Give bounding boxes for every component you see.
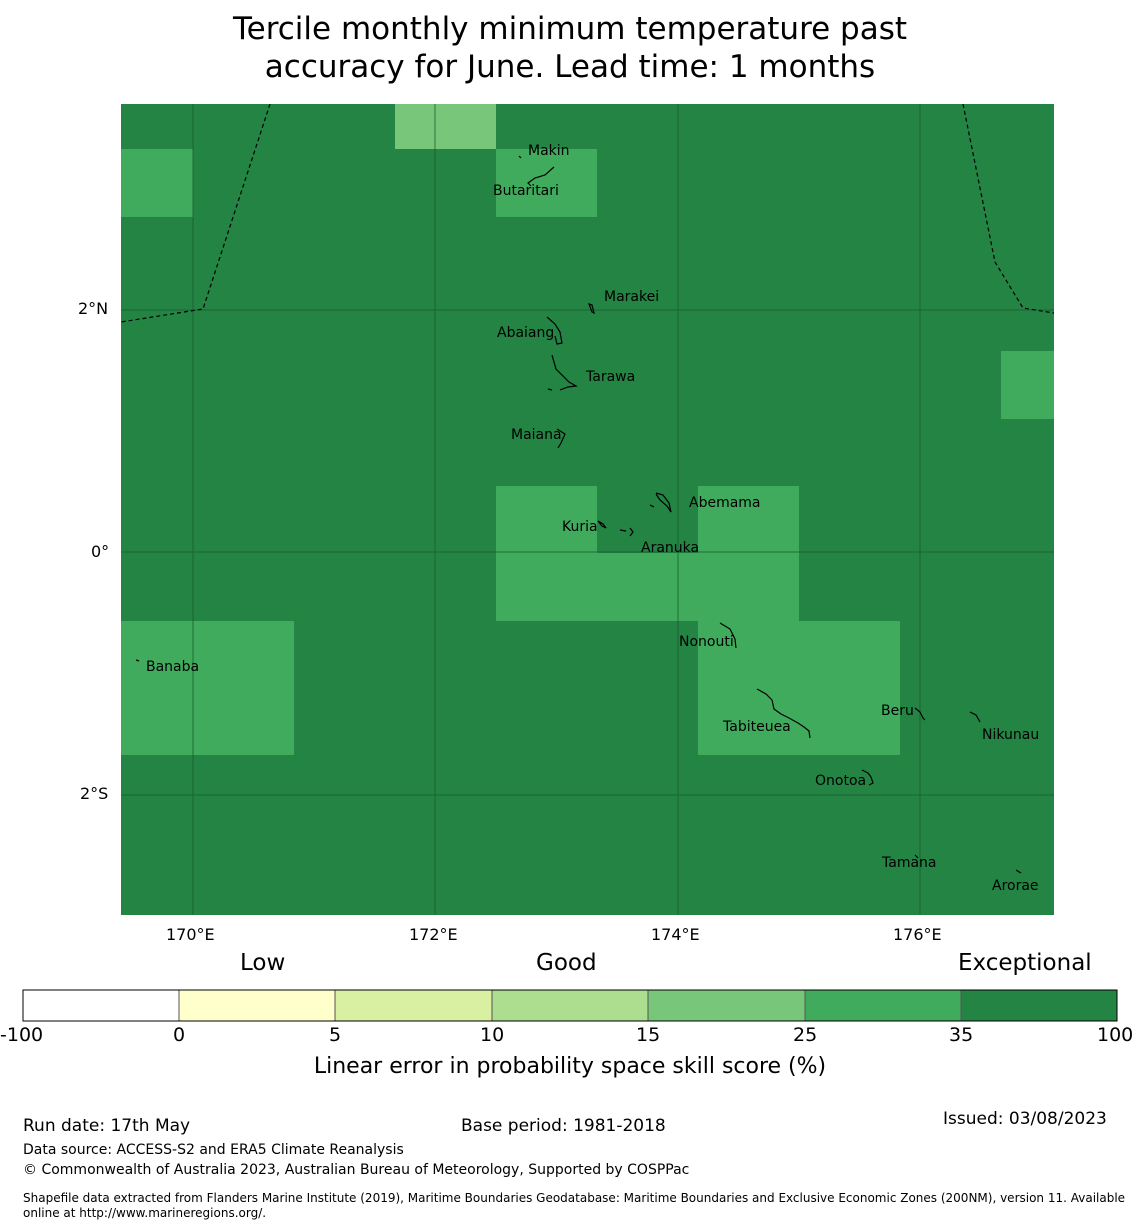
run-date: Run date: 17th May xyxy=(23,1116,191,1136)
place-label: Tabiteuea xyxy=(722,719,791,735)
issued-date: Issued: 03/08/2023 xyxy=(943,1109,1107,1129)
lat-label: 2°N xyxy=(78,299,109,318)
colorbar-segment xyxy=(648,990,805,1021)
cell-very-good xyxy=(597,553,698,621)
colorbar-tick: -100 xyxy=(0,1024,44,1046)
category-good: Good xyxy=(536,950,597,976)
lon-label: 176°E xyxy=(893,925,942,944)
shapefile-credit: Shapefile data extracted from Flanders M… xyxy=(23,1191,1125,1221)
place-label: Makin xyxy=(528,143,570,159)
lon-label: 172°E xyxy=(409,925,458,944)
eez-boundaries xyxy=(120,103,1055,323)
colorbar-segment xyxy=(492,990,648,1021)
place-label: Arorae xyxy=(992,878,1039,894)
map-title: Tercile monthly minimum temperature past… xyxy=(0,10,1140,86)
place-label: Tarawa xyxy=(585,369,635,385)
gridlines xyxy=(121,104,1054,915)
lat-label: 2°S xyxy=(80,784,109,803)
category-exceptional: Exceptional xyxy=(958,950,1092,976)
colorbar-segment xyxy=(23,990,179,1021)
place-label: Nikunau xyxy=(982,727,1039,743)
colorbar-tick: 10 xyxy=(480,1024,505,1046)
cell-very-good xyxy=(496,149,597,217)
colorbar-tick: 35 xyxy=(949,1024,974,1046)
colorbar xyxy=(22,989,1118,1022)
cell-very-good xyxy=(121,149,193,217)
cell-very-good xyxy=(496,486,597,621)
cell-good xyxy=(395,104,496,149)
place-label: Onotoa xyxy=(815,773,866,789)
colorbar-segment xyxy=(805,990,961,1021)
place-label: Marakei xyxy=(604,289,659,305)
cell-very-good xyxy=(698,621,900,755)
cell-very-good xyxy=(1001,351,1054,419)
colorbar-segment xyxy=(961,990,1117,1021)
place-label: Kuria xyxy=(562,519,598,535)
lat-label: 0° xyxy=(91,542,110,561)
island-outlines xyxy=(135,155,1022,874)
lon-label: 170°E xyxy=(166,925,215,944)
data-source: Data source: ACCESS-S2 and ERA5 Climate … xyxy=(23,1142,404,1158)
colorbar-tick: 15 xyxy=(636,1024,661,1046)
place-label: Banaba xyxy=(146,659,199,675)
colorbar-tick: 5 xyxy=(329,1024,342,1046)
copyright: © Commonwealth of Australia 2023, Austra… xyxy=(23,1162,690,1178)
place-label: Butaritari xyxy=(493,183,559,199)
colorbar-frame xyxy=(22,989,1118,1022)
colorbar-tick: 25 xyxy=(793,1024,818,1046)
colorbar-segment xyxy=(335,990,492,1021)
cell-very-good xyxy=(698,486,799,621)
place-label: Beru xyxy=(881,703,914,719)
place-label: Maiana xyxy=(511,427,562,443)
shapefile-credit-line-1: Shapefile data extracted from Flanders M… xyxy=(23,1191,1126,1205)
colorbar-segment xyxy=(179,990,335,1021)
base-period: Base period: 1981-2018 xyxy=(461,1116,666,1136)
place-label: Tamana xyxy=(881,855,936,871)
lon-label: 174°E xyxy=(651,925,700,944)
title-line-2: accuracy for June. Lead time: 1 months xyxy=(264,49,876,85)
colorbar-tick: 100 xyxy=(1097,1024,1134,1046)
place-label: Abemama xyxy=(689,495,761,511)
colorbar-tick: 0 xyxy=(173,1024,186,1046)
cell-very-good xyxy=(121,621,294,755)
colorbar-label: Linear error in probability space skill … xyxy=(313,1054,827,1079)
place-label: Nonouti xyxy=(679,634,734,650)
place-label: Abaiang xyxy=(497,325,554,341)
shapefile-credit-line-2: online at http://www.marineregions.org/. xyxy=(23,1206,267,1220)
category-low: Low xyxy=(240,950,286,976)
place-label: Aranuka xyxy=(641,540,699,556)
title-line-1: Tercile monthly minimum temperature past xyxy=(232,11,908,47)
